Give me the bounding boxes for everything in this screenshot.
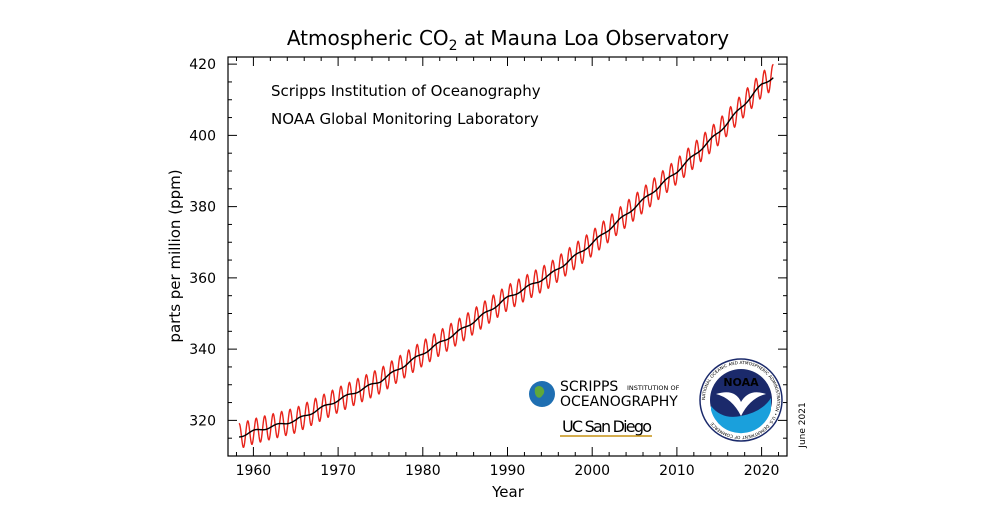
x-axis-tick-labels: 1960 1970 1980 1990 2000 2010 2020 [236, 463, 780, 479]
noaa-wave [711, 398, 771, 434]
x-tick-label: 1970 [320, 463, 356, 479]
scripps-logo: SCRIPPS INSTITUTION OF OCEANOGRAPHY UC S… [529, 379, 680, 437]
x-tick-label: 2000 [574, 463, 610, 479]
y-tick-label: 420 [189, 57, 216, 73]
globe-landmass-icon [534, 386, 545, 398]
x-tick-label: 2010 [659, 463, 695, 479]
scripps-logo-line2: OCEANOGRAPHY [560, 394, 678, 410]
y-axis-title: parts per million (ppm) [166, 169, 184, 342]
y-axis-ticks [228, 63, 787, 439]
x-tick-label: 1980 [405, 463, 441, 479]
scripps-logo-line1: SCRIPPS [560, 379, 618, 395]
noaa-logo-text: NOAA [723, 376, 759, 389]
chart-title-subscript: 2 [449, 38, 458, 54]
credit-scripps: Scripps Institution of Oceanography [271, 82, 541, 100]
x-tick-label: 1960 [236, 463, 272, 479]
credit-noaa: NOAA Global Monitoring Laboratory [271, 110, 539, 128]
y-tick-label: 360 [189, 271, 216, 287]
x-tick-label: 1990 [490, 463, 526, 479]
ucsd-logo-text: UC San Diego [562, 417, 652, 436]
date-stamp: June 2021 [798, 402, 808, 448]
x-axis-ticks [235, 57, 780, 456]
y-tick-label: 320 [189, 413, 216, 429]
series-line-trend [238, 77, 774, 438]
x-tick-label: 2020 [744, 463, 780, 479]
noaa-bird-icon [716, 392, 766, 416]
x-axis-title: Year [491, 483, 525, 501]
chart-title: Atmospheric CO2 at Mauna Loa Observatory [287, 26, 729, 54]
noaa-logo: NOAA NATIONAL OCEANIC AND ATMOSPHERIC AD… [699, 358, 783, 442]
y-axis-tick-labels: 320 340 360 380 400 420 [189, 57, 216, 429]
y-tick-label: 380 [189, 200, 216, 216]
y-tick-label: 340 [189, 342, 216, 358]
y-tick-label: 400 [189, 128, 216, 144]
series-line-monthly [238, 63, 774, 449]
scripps-logo-line1-small: INSTITUTION OF [627, 384, 680, 392]
